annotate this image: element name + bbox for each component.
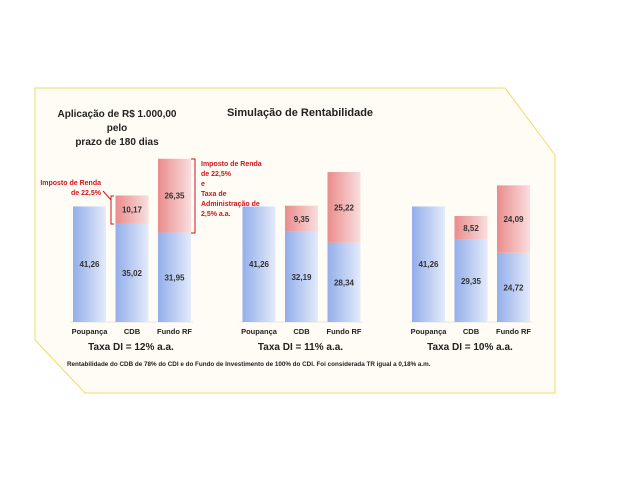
annotation-fundo-line-3: e xyxy=(201,181,205,188)
bar-deduction xyxy=(327,172,361,243)
annotation-cdb-line-2: de 22,5% xyxy=(71,190,102,197)
bar-deduction xyxy=(115,195,149,224)
annotation-fundo-line-2: de 22,5% xyxy=(201,171,232,178)
bar-net xyxy=(158,232,191,322)
bar-net xyxy=(115,223,149,322)
bar-net xyxy=(327,242,361,322)
data-label-net: 28,34 xyxy=(334,278,355,287)
bar-deduction xyxy=(454,215,488,240)
data-label-deduction: 8,52 xyxy=(463,224,479,233)
category-label: Fundo RF xyxy=(496,327,531,336)
annotation-cdb: Imposto de Renda de 22,5% xyxy=(40,180,114,225)
data-label-net: 35,02 xyxy=(122,269,143,278)
bar-net xyxy=(497,252,530,322)
data-label-net: 41,26 xyxy=(418,260,439,269)
bar-net xyxy=(412,206,445,322)
annotation-fundo: Imposto de Renda de 22,5% e Taxa de Admi… xyxy=(191,158,262,234)
category-label: Poupança xyxy=(241,327,278,336)
subtitle-line-1: Aplicação de R$ 1.000,00 xyxy=(58,109,177,120)
data-label-deduction: 25,22 xyxy=(334,203,355,212)
bar-net xyxy=(285,231,318,322)
annotation-fundo-line-6: 2,5% a.a. xyxy=(201,211,231,218)
data-label-deduction: 26,35 xyxy=(164,192,185,201)
category-label: CDB xyxy=(124,327,141,336)
annotation-cdb-line-1: Imposto de Renda xyxy=(40,180,101,187)
chart-title: Simulação de Rentabilidade xyxy=(227,107,373,119)
annotation-fundo-line-4: Taxa de xyxy=(201,191,227,198)
group-label: Taxa DI = 10% a.a. xyxy=(427,342,513,353)
category-label: Fundo RF xyxy=(327,327,362,336)
footnote: Rentabilidade do CDB de 78% do CDI e do … xyxy=(67,361,431,368)
bar-net xyxy=(73,206,106,322)
bar-deduction xyxy=(497,185,530,253)
category-label: Poupança xyxy=(72,327,109,336)
annotation-fundo-line-1: Imposto de Renda xyxy=(201,161,262,168)
data-label-net: 24,72 xyxy=(503,283,524,292)
bar-deduction xyxy=(285,205,318,232)
data-label-net: 29,35 xyxy=(461,277,482,286)
data-label-net: 41,26 xyxy=(79,260,100,269)
annotation-fundo-line-5: Administração de xyxy=(201,201,260,208)
data-label-net: 41,26 xyxy=(249,260,270,269)
subtitle-line-2: pelo xyxy=(107,123,128,134)
bar-net xyxy=(242,206,276,322)
data-label-deduction: 9,35 xyxy=(294,215,310,224)
annotation-fundo-bracket xyxy=(191,158,196,234)
data-label-deduction: 10,17 xyxy=(122,206,143,215)
group-label: Taxa DI = 11% a.a. xyxy=(258,342,343,353)
category-label: Poupança xyxy=(411,327,448,336)
data-label-deduction: 24,09 xyxy=(503,215,524,224)
bar-net xyxy=(454,239,488,322)
category-label: CDB xyxy=(463,327,480,336)
data-label-net: 31,95 xyxy=(164,273,185,282)
bar-deduction xyxy=(158,158,191,233)
subtitle-line-3: prazo de 180 dias xyxy=(75,137,159,148)
data-label-net: 32,19 xyxy=(291,273,312,282)
group-label: Taxa DI = 12% a.a. xyxy=(88,342,174,353)
annotation-cdb-bracket xyxy=(102,190,114,225)
category-label: Fundo RF xyxy=(157,327,192,336)
category-label: CDB xyxy=(293,327,310,336)
